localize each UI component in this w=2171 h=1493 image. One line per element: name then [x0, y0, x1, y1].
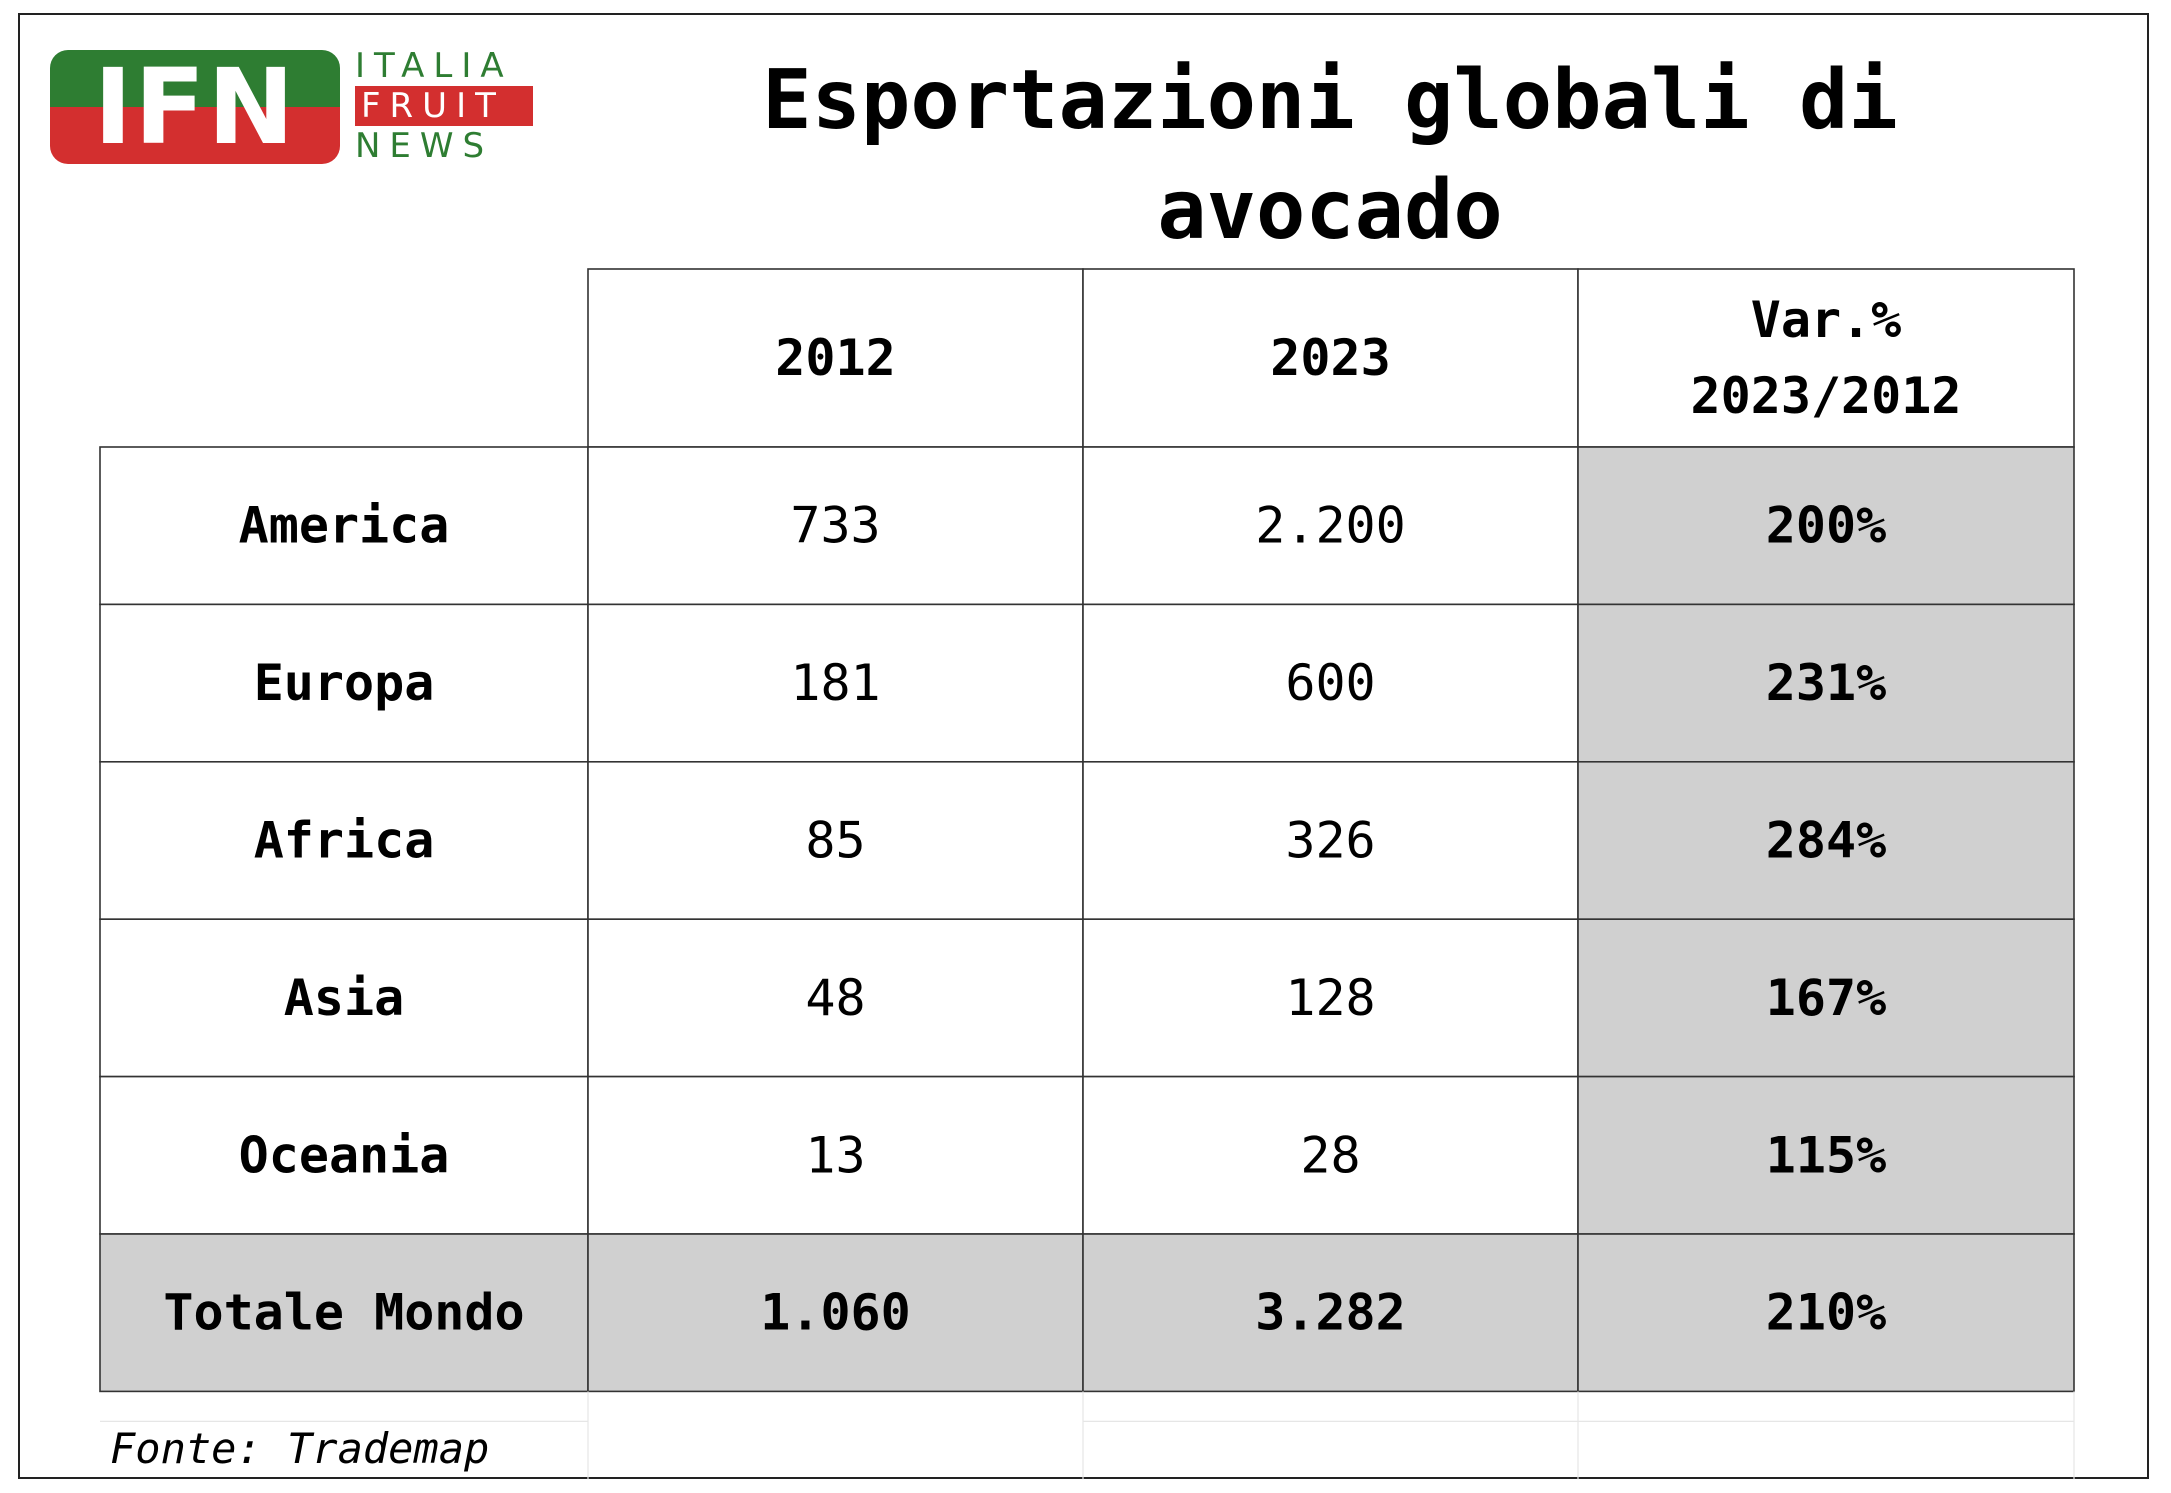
header-cell — [1082, 268, 1579, 448]
table-cell — [1577, 603, 2075, 763]
export-value: 85 — [805, 812, 865, 870]
row-label: Africa — [254, 812, 435, 870]
table-cell — [587, 760, 1084, 920]
export-value: 1.060 — [760, 1284, 911, 1342]
export-value: 13 — [805, 1126, 865, 1184]
logo-word-fruit: FRUIT — [355, 86, 533, 126]
header-cell — [587, 268, 1084, 448]
logo-wordmark: ITALIA FRUIT NEWS — [355, 46, 545, 166]
table-cell — [99, 760, 589, 920]
table-cell — [1577, 760, 2075, 920]
export-value: 3.282 — [1255, 1284, 1406, 1342]
export-value: 181 — [790, 654, 880, 712]
table-cell — [587, 918, 1084, 1078]
total-row-cell — [99, 1233, 589, 1393]
variation-value: 284% — [1766, 812, 1886, 870]
table-cell — [1577, 1075, 2075, 1235]
logo-word-italia: ITALIA — [355, 46, 513, 86]
source-note: Fonte: Trademap — [110, 1424, 490, 1473]
chart-title: Esportazioni globali di avocado — [762, 53, 1898, 258]
variation-value: 167% — [1766, 969, 1886, 1027]
export-value: 733 — [790, 497, 880, 555]
export-value: 600 — [1285, 654, 1375, 712]
table-cell — [99, 603, 589, 763]
variation-value: 231% — [1766, 654, 1886, 712]
table-cell — [99, 1075, 589, 1235]
table-cell — [1082, 760, 1579, 920]
row-label: Totale Mondo — [163, 1284, 524, 1342]
header-cell — [1577, 268, 2075, 448]
table-cell — [1082, 603, 1579, 763]
row-label: Europa — [254, 654, 435, 712]
column-header: 2023 — [1270, 329, 1390, 387]
table-cell — [1577, 918, 2075, 1078]
export-value: 48 — [805, 969, 865, 1027]
table-cell — [1082, 446, 1579, 606]
export-value: 326 — [1285, 812, 1375, 870]
total-row-cell — [1082, 1233, 1579, 1393]
logo-word-news: NEWS — [355, 126, 494, 166]
table-cell — [1082, 918, 1579, 1078]
variation-value: 210% — [1766, 1284, 1886, 1342]
ifn-logo: IFN ITALIA FRUIT NEWS — [50, 49, 540, 168]
variation-value: 200% — [1766, 497, 1886, 555]
export-value: 28 — [1300, 1126, 1360, 1184]
logo-mark: IFN — [93, 50, 297, 164]
table-cell — [587, 603, 1084, 763]
variation-value: 115% — [1766, 1126, 1886, 1184]
row-label: Asia — [284, 969, 404, 1027]
table-cell — [1577, 446, 2075, 606]
total-row-cell — [587, 1233, 1084, 1393]
export-value: 2.200 — [1255, 497, 1406, 555]
table-cell — [587, 446, 1084, 606]
column-header: 2012 — [775, 329, 895, 387]
row-label: America — [239, 497, 450, 555]
logo-badge: IFN — [50, 50, 340, 164]
column-header: 2023/2012 — [1691, 367, 1962, 425]
table-cell — [99, 918, 589, 1078]
row-label: Oceania — [239, 1126, 450, 1184]
total-row-cell — [1577, 1233, 2075, 1393]
export-value: 128 — [1285, 969, 1375, 1027]
column-header: Var.% — [1751, 291, 1902, 349]
